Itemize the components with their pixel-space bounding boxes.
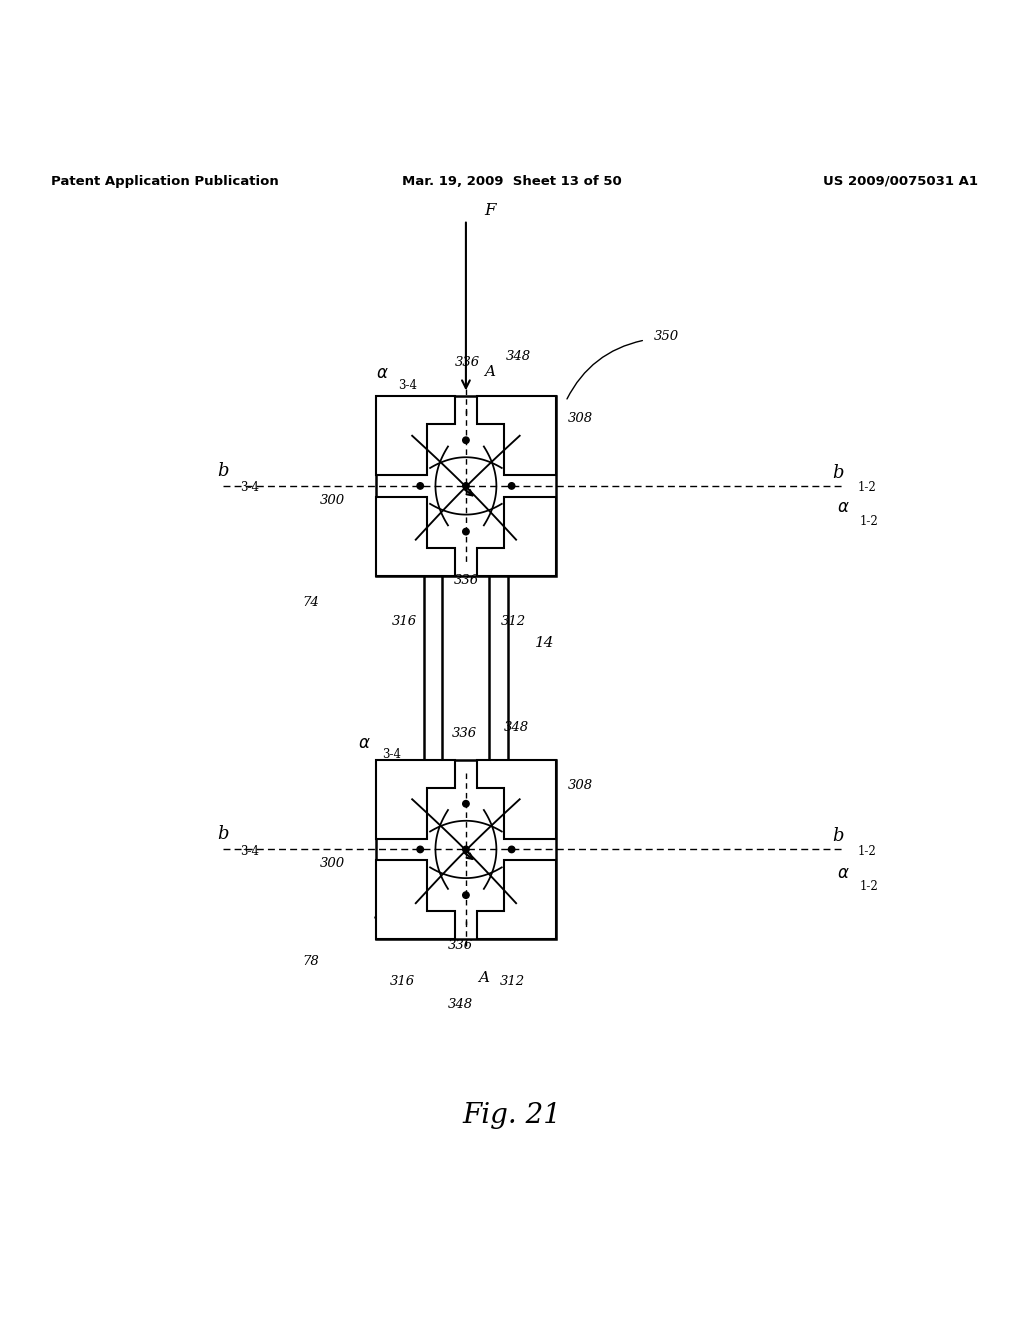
Text: 3-4: 3-4 [397, 379, 417, 392]
Text: b: b [831, 463, 844, 482]
Text: 336: 336 [454, 574, 478, 586]
Text: 312: 312 [500, 975, 525, 989]
Polygon shape [476, 496, 555, 576]
Text: 348: 348 [382, 762, 407, 775]
Text: 348: 348 [506, 351, 530, 363]
Circle shape [463, 892, 469, 899]
Bar [377, 760, 555, 939]
Text: 316: 316 [392, 615, 418, 628]
Text: Mar. 19, 2009  Sheet 13 of 50: Mar. 19, 2009 Sheet 13 of 50 [402, 174, 622, 187]
Polygon shape [377, 496, 456, 576]
Polygon shape [476, 396, 555, 475]
Circle shape [508, 483, 515, 490]
Text: $\alpha$: $\alpha$ [377, 364, 389, 381]
Circle shape [463, 437, 469, 444]
Text: 350: 350 [654, 330, 679, 343]
Text: 74: 74 [303, 597, 319, 610]
Text: 320: 320 [380, 810, 406, 824]
Text: 336: 336 [455, 355, 480, 368]
Text: 348: 348 [449, 998, 473, 1011]
Circle shape [417, 846, 424, 853]
Circle shape [463, 846, 469, 853]
Polygon shape [377, 396, 456, 475]
Circle shape [463, 528, 469, 535]
Text: b: b [218, 825, 229, 843]
Text: $\alpha$: $\alpha$ [838, 865, 850, 882]
Text: $\alpha$: $\alpha$ [358, 734, 371, 751]
Text: b: b [831, 828, 844, 845]
Text: 336: 336 [449, 940, 473, 952]
Circle shape [508, 846, 515, 853]
Text: 1-2: 1-2 [860, 515, 879, 528]
Text: 320: 320 [385, 447, 411, 461]
Text: 1-2: 1-2 [858, 845, 877, 858]
Text: 348: 348 [506, 545, 530, 558]
Polygon shape [377, 760, 456, 838]
Text: 312: 312 [501, 615, 526, 628]
Text: 3-4: 3-4 [241, 845, 259, 858]
Text: 348: 348 [382, 399, 407, 412]
Text: 348: 348 [504, 721, 528, 734]
Text: $\alpha$: $\alpha$ [838, 499, 850, 516]
Text: 300: 300 [321, 494, 345, 507]
Polygon shape [476, 760, 555, 838]
Circle shape [417, 483, 424, 490]
Text: Patent Application Publication: Patent Application Publication [51, 174, 279, 187]
Polygon shape [377, 861, 456, 939]
Text: 78: 78 [303, 954, 319, 968]
Text: 348: 348 [506, 908, 530, 921]
Circle shape [463, 800, 469, 807]
Text: 1-2: 1-2 [860, 880, 879, 894]
Text: 3-4: 3-4 [382, 748, 400, 760]
Text: 308: 308 [567, 779, 593, 792]
Text: b: b [218, 462, 229, 479]
Text: 3-4: 3-4 [241, 480, 259, 494]
Text: 316: 316 [390, 975, 416, 989]
Text: 348: 348 [379, 545, 403, 558]
Circle shape [463, 483, 469, 490]
Text: US 2009/0075031 A1: US 2009/0075031 A1 [823, 174, 978, 187]
Text: 308: 308 [567, 412, 593, 425]
Polygon shape [476, 861, 555, 939]
Text: A: A [478, 972, 489, 985]
Text: 348: 348 [375, 908, 399, 921]
Text: A: A [484, 364, 496, 379]
Text: 14: 14 [535, 636, 554, 651]
Text: 1-2: 1-2 [858, 480, 877, 494]
Bar [377, 396, 555, 576]
Text: 300: 300 [321, 858, 345, 870]
Text: Fig. 21: Fig. 21 [463, 1102, 561, 1129]
Text: F: F [484, 202, 496, 219]
Text: 336: 336 [452, 727, 477, 741]
